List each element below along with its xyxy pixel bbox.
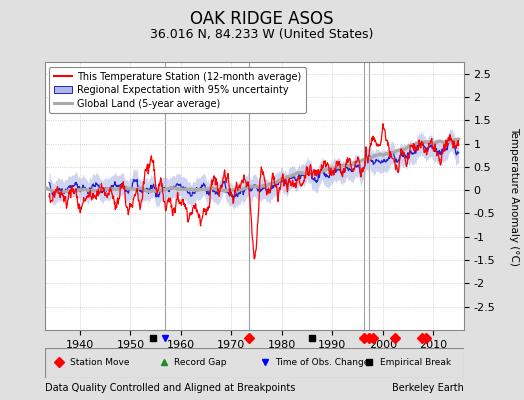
Y-axis label: Temperature Anomaly (°C): Temperature Anomaly (°C) xyxy=(509,126,519,266)
Legend: This Temperature Station (12-month average), Regional Expectation with 95% uncer: This Temperature Station (12-month avera… xyxy=(49,67,305,113)
Text: OAK RIDGE ASOS: OAK RIDGE ASOS xyxy=(190,10,334,28)
Text: Berkeley Earth: Berkeley Earth xyxy=(392,383,464,393)
Text: Data Quality Controlled and Aligned at Breakpoints: Data Quality Controlled and Aligned at B… xyxy=(45,383,295,393)
Text: Station Move: Station Move xyxy=(70,358,129,367)
Text: Empirical Break: Empirical Break xyxy=(380,358,451,367)
Text: 36.016 N, 84.233 W (United States): 36.016 N, 84.233 W (United States) xyxy=(150,28,374,41)
Text: Record Gap: Record Gap xyxy=(174,358,227,367)
Text: Time of Obs. Change: Time of Obs. Change xyxy=(275,358,369,367)
